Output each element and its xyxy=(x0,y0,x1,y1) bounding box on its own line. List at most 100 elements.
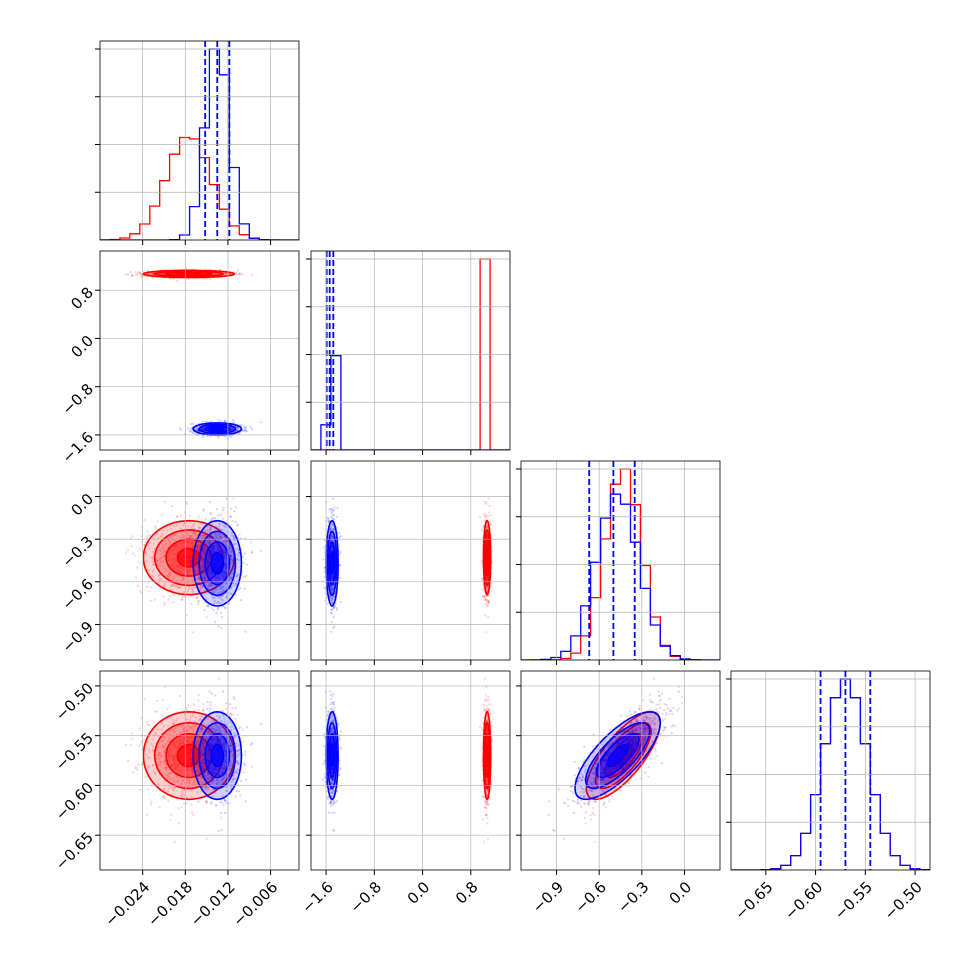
gridlines xyxy=(100,461,299,660)
x-tick-label: −0.018 xyxy=(144,878,196,930)
x-tick-label: −0.012 xyxy=(187,878,239,930)
x-tick-label: −0.6 xyxy=(571,878,609,916)
gridlines xyxy=(521,461,720,660)
contour-line xyxy=(192,519,243,607)
contour-line xyxy=(325,519,339,607)
contour-line xyxy=(482,710,492,801)
contour-line xyxy=(192,710,243,801)
contour-line xyxy=(176,272,201,276)
contour-line xyxy=(484,732,490,779)
x-tick-label: 0.0 xyxy=(404,878,434,908)
contour-line xyxy=(595,732,640,779)
panel-3-0 xyxy=(95,677,272,875)
contour-line xyxy=(485,743,489,768)
gridlines xyxy=(100,251,299,450)
contour-line xyxy=(584,722,651,790)
panel-3-1 xyxy=(306,677,493,875)
contour-line xyxy=(153,721,224,790)
gridlines xyxy=(311,251,510,450)
y-tick-label: 0.8 xyxy=(67,283,97,313)
contour-line xyxy=(198,721,237,790)
contour-line xyxy=(210,551,225,575)
panel-2-0 xyxy=(95,496,272,665)
contour-line xyxy=(198,530,237,597)
x-tick-label: −0.9 xyxy=(529,878,567,916)
y-tick-label: −0.60 xyxy=(52,779,97,824)
contour-line xyxy=(165,271,213,277)
x-tick-label: −1.6 xyxy=(298,878,336,916)
contour-line xyxy=(176,547,201,568)
contour-line xyxy=(329,551,335,575)
gridlines xyxy=(100,41,299,240)
contour-line xyxy=(483,528,491,587)
panel-2-2 xyxy=(516,461,720,665)
contour-line xyxy=(484,538,490,577)
panel-frame xyxy=(99,670,300,871)
contour-line xyxy=(153,270,224,278)
panel-frame xyxy=(99,250,300,451)
panel-0-0 xyxy=(95,41,299,245)
contour-line xyxy=(326,721,338,790)
gridlines xyxy=(100,671,299,870)
x-tick-label: −0.024 xyxy=(101,878,153,930)
panel-frame xyxy=(310,460,511,661)
x-tick-label: −0.55 xyxy=(831,878,876,923)
contour-line xyxy=(198,423,237,435)
x-tick-label: −0.50 xyxy=(881,878,926,923)
panel-frame xyxy=(310,670,511,871)
contour-line xyxy=(328,541,336,586)
x-tick-label: −0.65 xyxy=(731,878,776,923)
contour-line xyxy=(329,743,335,768)
panel-frame xyxy=(99,40,300,241)
y-tick-label: −0.55 xyxy=(52,729,97,774)
panel-3-2 xyxy=(516,677,685,875)
panel-frame xyxy=(730,670,931,871)
contour-line xyxy=(153,529,224,587)
x-tick-label: −0.006 xyxy=(229,878,281,930)
contour-line xyxy=(210,426,225,432)
x-tick-label: 0.8 xyxy=(452,878,482,908)
contour-line xyxy=(165,732,213,779)
histogram-series-1 xyxy=(521,493,720,660)
contour-line xyxy=(210,743,225,768)
y-tick-label: −0.9 xyxy=(58,618,96,656)
histogram-series-1 xyxy=(311,355,510,450)
y-tick-label: −0.50 xyxy=(52,679,97,724)
contour-line xyxy=(594,721,652,790)
gridlines xyxy=(311,671,510,870)
panel-3-3 xyxy=(726,671,930,875)
contour-line xyxy=(585,710,662,801)
y-tick-label: −0.65 xyxy=(52,828,97,873)
panel-frame xyxy=(520,460,721,661)
density-fill xyxy=(177,744,201,767)
panel-frame xyxy=(99,460,300,661)
y-tick-label: −0.3 xyxy=(59,532,97,570)
gridlines xyxy=(311,461,510,660)
contour-line xyxy=(606,743,630,768)
contour-line xyxy=(326,530,338,597)
contour-line xyxy=(604,732,643,779)
density-fill xyxy=(607,744,629,767)
x-tick-label: −0.8 xyxy=(347,878,385,916)
panel-1-0 xyxy=(95,268,272,455)
y-tick-label: 0.0 xyxy=(67,490,97,520)
x-tick-label: −0.60 xyxy=(781,878,826,923)
y-tick-label: −0.8 xyxy=(59,380,97,418)
contour-line xyxy=(574,710,662,801)
contour-line xyxy=(483,721,491,790)
x-tick-label: −0.3 xyxy=(614,878,652,916)
y-tick-label: −0.6 xyxy=(59,575,97,613)
y-tick-label: −1.6 xyxy=(59,428,97,466)
gridlines xyxy=(521,671,720,870)
histogram-series-1 xyxy=(731,678,930,870)
density-fill xyxy=(211,552,224,574)
panel-frame xyxy=(520,670,721,871)
x-tick-label: 0.0 xyxy=(666,878,696,908)
gridlines xyxy=(731,671,930,870)
panel-1-1 xyxy=(306,251,510,455)
density-fill xyxy=(211,744,224,767)
y-tick-label: 0.0 xyxy=(67,332,97,362)
panel-2-1 xyxy=(306,496,493,665)
contour-line xyxy=(485,547,489,568)
